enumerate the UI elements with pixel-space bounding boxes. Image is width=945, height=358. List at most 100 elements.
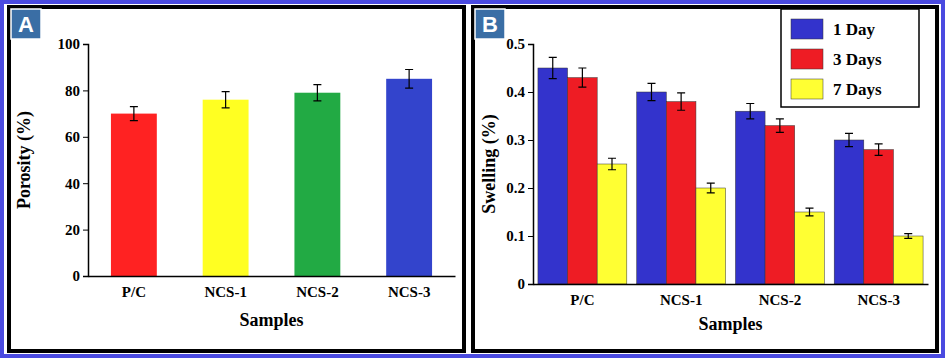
panel: 0 20 40 60 80 100 P/C NCS-1 NCS-2 NCS-3 Samples Por… <box>9 7 464 351</box>
bar <box>834 140 864 284</box>
bar <box>864 150 894 284</box>
bar <box>637 92 667 284</box>
y-axis-line <box>83 45 89 277</box>
figure: 0 20 40 60 80 100 P/C NCS-1 NCS-2 NCS-3 Samples Por… <box>0 0 945 358</box>
plot-area <box>111 70 432 276</box>
y-tick: 60 <box>65 129 88 145</box>
y-tick: 0 <box>518 276 534 292</box>
x-tick-label: P/C <box>122 284 146 300</box>
y-axis-title: Porosity (%) <box>14 111 35 209</box>
bar <box>203 100 249 276</box>
error-bar <box>313 85 321 101</box>
x-tick-label: NCS-1 <box>204 284 247 300</box>
y-tick-label: 0 <box>518 276 526 292</box>
error-bar <box>746 104 754 119</box>
panel-frame <box>473 7 937 351</box>
bar <box>765 126 795 284</box>
y-tick-mark <box>83 137 88 138</box>
x-tick-label: P/C <box>570 292 594 308</box>
y-tick: 0.4 <box>506 84 533 100</box>
y-tick-label: 0.1 <box>506 228 525 244</box>
legend-label: 1 Day <box>833 20 876 39</box>
panel-label: B <box>482 12 498 37</box>
y-tick-label: 80 <box>65 83 80 99</box>
legend-swatch <box>791 79 823 99</box>
error-bar <box>904 234 912 239</box>
y-tick: 100 <box>58 36 89 52</box>
error-bar <box>578 68 586 87</box>
y-tick-label: 20 <box>65 222 80 238</box>
x-axis-title: Samples <box>239 310 303 330</box>
y-tick-label: 0 <box>73 268 81 284</box>
error-bar <box>405 70 413 89</box>
x-tick: NCS-3 <box>857 292 900 308</box>
y-tick-label: 0.4 <box>506 84 525 100</box>
x-axis-line <box>534 284 929 286</box>
legend-label: 7 Days <box>833 80 882 99</box>
x-tick: NCS-2 <box>759 292 802 308</box>
panel-label: A <box>18 12 34 37</box>
bar <box>111 114 157 276</box>
y-tick: 40 <box>65 176 88 192</box>
plot-area <box>538 57 923 284</box>
error-bar <box>549 57 557 78</box>
x-axis-title: Samples <box>698 314 762 334</box>
y-tick-mark <box>83 90 88 91</box>
y-tick-label: 0.2 <box>506 180 525 196</box>
x-tick: P/C <box>122 284 146 300</box>
x-tick: P/C <box>570 292 594 308</box>
bar <box>696 188 726 284</box>
error-bar <box>677 93 685 110</box>
x-tick: NCS-2 <box>296 284 339 300</box>
y-tick-mark <box>83 44 88 45</box>
y-tick-label: 60 <box>65 129 80 145</box>
x-tick-label: NCS-3 <box>388 284 431 300</box>
bar <box>666 102 696 284</box>
bar <box>893 236 923 284</box>
y-tick: 20 <box>65 222 88 238</box>
legend-swatch <box>791 19 823 39</box>
x-tick: NCS-3 <box>388 284 431 300</box>
panel: 0 0.1 0.2 0.3 0.4 0.5 P/C NCS-1 NCS-2 NCS-3 Sample… <box>473 7 937 351</box>
y-tick-mark <box>83 276 88 277</box>
y-tick: 80 <box>65 83 88 99</box>
figure-border <box>2 2 943 356</box>
y-tick-label: 0.3 <box>506 132 525 148</box>
y-tick-mark <box>528 44 533 45</box>
error-bar <box>648 83 656 100</box>
error-bar <box>130 107 138 121</box>
y-tick-mark <box>83 230 88 231</box>
error-bar <box>806 208 814 216</box>
bar <box>568 78 598 284</box>
bar <box>386 79 432 276</box>
error-bar <box>222 92 230 108</box>
x-tick-label: NCS-2 <box>296 284 339 300</box>
y-axis-title: Swelling (%) <box>479 114 500 214</box>
x-tick: NCS-1 <box>204 284 247 300</box>
y-tick: 0.3 <box>506 132 533 148</box>
error-bar <box>707 183 715 193</box>
y-tick: 0.5 <box>506 36 533 52</box>
bar <box>538 68 568 284</box>
legend-swatch <box>791 49 823 69</box>
y-tick-label: 40 <box>65 176 80 192</box>
error-bar <box>875 144 883 156</box>
legend-label: 3 Days <box>833 50 882 69</box>
panel-label-box <box>11 9 41 39</box>
x-axis: P/C NCS-1 NCS-2 NCS-3 <box>89 277 456 300</box>
y-tick-label: 100 <box>58 36 81 52</box>
y-axis: 0 0.1 0.2 0.3 0.4 0.5 <box>506 36 533 292</box>
error-bar <box>776 119 784 132</box>
y-tick-mark <box>528 140 533 141</box>
x-tick: NCS-1 <box>660 292 703 308</box>
error-bar <box>608 158 616 170</box>
panel-label-box <box>475 9 505 39</box>
bar <box>795 212 825 284</box>
y-tick: 0.1 <box>506 228 533 244</box>
y-tick-mark <box>83 183 88 184</box>
x-axis: P/C NCS-1 NCS-2 NCS-3 <box>534 285 929 308</box>
bar <box>735 111 765 284</box>
y-tick-label: 0.5 <box>506 36 525 52</box>
y-tick-mark <box>528 188 533 189</box>
panel-frame <box>9 7 464 351</box>
